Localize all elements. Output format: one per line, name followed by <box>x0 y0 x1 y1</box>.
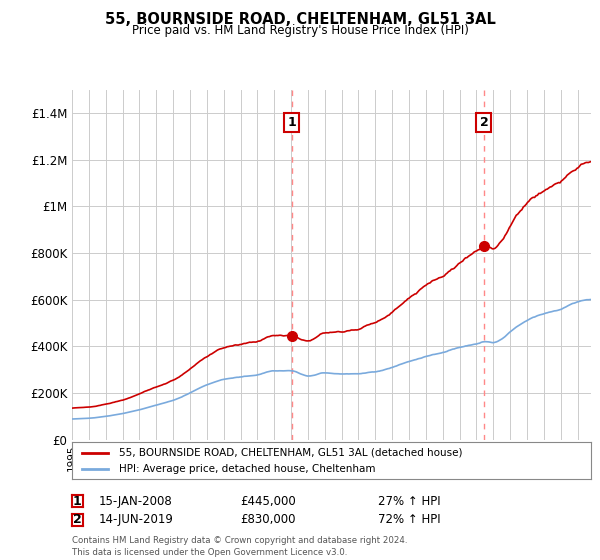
Text: 27% ↑ HPI: 27% ↑ HPI <box>378 494 440 508</box>
Text: Contains HM Land Registry data © Crown copyright and database right 2024.: Contains HM Land Registry data © Crown c… <box>72 536 407 545</box>
Text: 2: 2 <box>479 116 488 129</box>
Text: 55, BOURNSIDE ROAD, CHELTENHAM, GL51 3AL: 55, BOURNSIDE ROAD, CHELTENHAM, GL51 3AL <box>104 12 496 27</box>
Text: £445,000: £445,000 <box>240 494 296 508</box>
Text: £830,000: £830,000 <box>240 513 296 526</box>
Text: 14-JUN-2019: 14-JUN-2019 <box>99 513 174 526</box>
Text: HPI: Average price, detached house, Cheltenham: HPI: Average price, detached house, Chel… <box>119 464 375 474</box>
Text: 72% ↑ HPI: 72% ↑ HPI <box>378 513 440 526</box>
Text: 2: 2 <box>73 513 82 526</box>
Text: 1: 1 <box>73 494 82 508</box>
Text: 1: 1 <box>287 116 296 129</box>
Text: Price paid vs. HM Land Registry's House Price Index (HPI): Price paid vs. HM Land Registry's House … <box>131 24 469 36</box>
Text: This data is licensed under the Open Government Licence v3.0.: This data is licensed under the Open Gov… <box>72 548 347 557</box>
Text: 15-JAN-2008: 15-JAN-2008 <box>99 494 173 508</box>
Text: 55, BOURNSIDE ROAD, CHELTENHAM, GL51 3AL (detached house): 55, BOURNSIDE ROAD, CHELTENHAM, GL51 3AL… <box>119 447 462 458</box>
